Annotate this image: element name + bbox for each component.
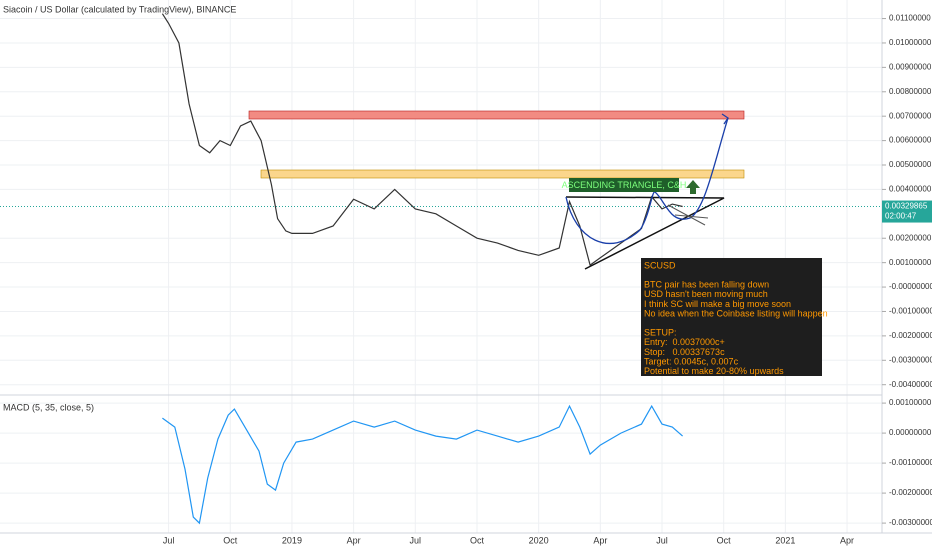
y-tick-label: -0.00200000 xyxy=(889,488,932,497)
x-tick-label: 2019 xyxy=(282,535,302,545)
annotation-box xyxy=(569,178,679,192)
x-tick-label: 2020 xyxy=(529,535,549,545)
price-line xyxy=(161,13,683,267)
resistance-zone xyxy=(248,110,745,120)
y-tick-label: 0.00100000 xyxy=(889,398,932,407)
price-label-box xyxy=(882,200,932,223)
y-tick-label: 0.00800000 xyxy=(889,87,932,96)
price-line xyxy=(162,404,683,525)
note-line: Entry: 0.0037000c+ xyxy=(644,337,725,347)
y-tick-label: 0.00100000 xyxy=(889,258,932,267)
note-line: No idea when the Coinbase listing will h… xyxy=(644,308,828,318)
y-tick-label: 0.00500000 xyxy=(889,160,932,169)
plot xyxy=(161,13,683,525)
macd-title: MACD (5, 35, close, 5) xyxy=(3,402,94,412)
y-tick-label: 0.00700000 xyxy=(889,111,932,120)
triangle xyxy=(565,196,725,270)
x-tick-label: Jul xyxy=(656,535,668,545)
note-box xyxy=(641,258,822,376)
x-tick-label: Apr xyxy=(840,535,854,545)
y-tick-label: -0.00300000 xyxy=(889,518,932,527)
x-tick-label: Jul xyxy=(410,535,422,545)
x-tick-label: Oct xyxy=(470,535,485,545)
note-line: Stop: 0.00337673c xyxy=(644,347,725,357)
note-line: SETUP: xyxy=(644,328,677,338)
y-tick-label: -0.00100000 xyxy=(889,458,932,467)
x-tick-label: 2021 xyxy=(775,535,795,545)
x-tick-label: Apr xyxy=(347,535,361,545)
y-tick-label: 0.01100000 xyxy=(889,14,931,23)
annotation: ASCENDING TRIANGLE, C&H xyxy=(562,180,687,190)
y-tick-label: 0.00600000 xyxy=(889,136,932,145)
trend-line xyxy=(667,204,706,226)
y-tick-label: 0.00000000 xyxy=(889,428,932,437)
axes: Jul Oct 2019 Apr Jul Oct 2020 Apr Jul Oct 2021 Apr 0… xyxy=(163,14,932,545)
y-tick-label: 0.01000000 xyxy=(889,38,932,47)
note-line: SCUSD xyxy=(644,260,676,270)
note-line: I think SC will make a big move soon xyxy=(644,299,791,309)
y-tick-label: -0.00400000 xyxy=(889,380,932,389)
y-tick-label: 0.00900000 xyxy=(889,62,932,71)
y-tick-label: 0.00200000 xyxy=(889,233,932,242)
price-label: 0.00329865 xyxy=(885,202,928,211)
note-line: USD hasn't been moving much xyxy=(644,289,768,299)
note-line: Potential to make 20-80% upwards xyxy=(644,366,784,376)
x-tick-label: Jul xyxy=(163,535,175,545)
note-line: BTC pair has been falling down xyxy=(644,280,769,290)
x-tick-label: Apr xyxy=(593,535,607,545)
arrow-head xyxy=(721,113,729,125)
x-tick-label: Oct xyxy=(223,535,238,545)
target-zone xyxy=(260,169,745,179)
up-arrow xyxy=(686,180,700,194)
y-tick-label: 0.00400000 xyxy=(889,185,932,194)
y-tick-label: -0.00300000 xyxy=(889,355,932,364)
countdown: 02:00:47 xyxy=(885,212,917,221)
note-line: Target: 0.0045c, 0.007c xyxy=(644,356,739,366)
trend-line xyxy=(674,214,709,219)
y-tick-label: -0.00100000 xyxy=(889,307,932,316)
y-tick-label: -0.00200000 xyxy=(889,331,932,340)
y-tick-label: -0.00000000 xyxy=(889,282,932,291)
chart-title: Siacoin / US Dollar (calculated by Tradi… xyxy=(3,4,236,14)
x-tick-label: Oct xyxy=(717,535,732,545)
